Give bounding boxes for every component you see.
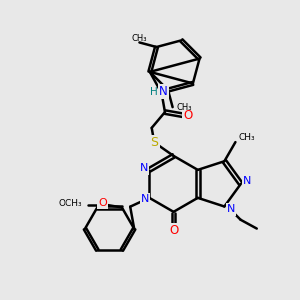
Text: S: S bbox=[150, 136, 158, 149]
Text: N: N bbox=[140, 164, 148, 173]
Text: OCH₃: OCH₃ bbox=[58, 200, 82, 208]
Text: N: N bbox=[227, 204, 235, 214]
Text: O: O bbox=[183, 109, 192, 122]
Text: CH₃: CH₃ bbox=[132, 34, 147, 43]
Text: CH₃: CH₃ bbox=[176, 103, 192, 112]
Text: CH₃: CH₃ bbox=[239, 133, 256, 142]
Text: H: H bbox=[149, 87, 157, 97]
Text: O: O bbox=[169, 224, 178, 237]
Text: N: N bbox=[243, 176, 251, 186]
Text: N: N bbox=[141, 194, 149, 204]
Text: O: O bbox=[98, 198, 107, 208]
Text: N: N bbox=[159, 85, 167, 98]
